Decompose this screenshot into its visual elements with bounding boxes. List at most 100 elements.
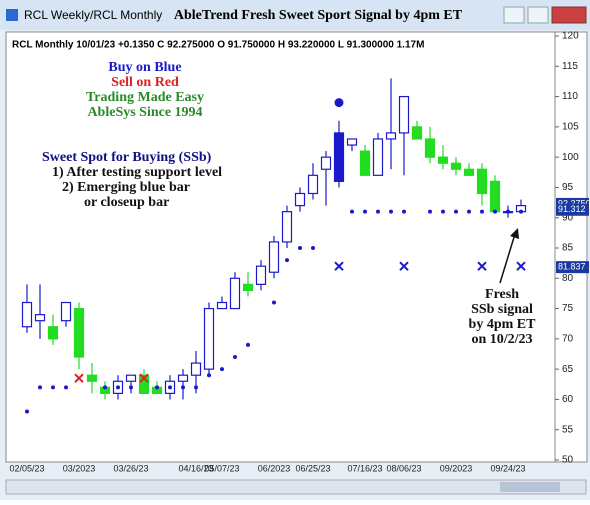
candle-body [203, 307, 215, 370]
support-dot [311, 246, 315, 250]
y-tick-label: 60 [562, 394, 574, 405]
x-marker [516, 261, 526, 271]
candle-body [60, 301, 72, 322]
support-dot [64, 385, 68, 390]
callout-arrow [499, 233, 516, 284]
callout: Fresh [485, 287, 519, 302]
support-dot [25, 409, 29, 414]
support-dot [298, 246, 302, 250]
candle-body [229, 277, 241, 310]
candle-body [385, 132, 397, 140]
candle-body [320, 156, 332, 170]
support-dot [220, 367, 224, 372]
annotation: Buy on Blue [108, 60, 181, 75]
candle-body [255, 265, 267, 285]
support-dot [376, 209, 380, 214]
support-dot [181, 385, 185, 390]
x-tick-label: 02/05/23 [9, 463, 44, 473]
quote-info: RCL Monthly 10/01/23 +0.1350 C 92.275000… [12, 40, 424, 51]
support-dot [38, 385, 42, 390]
annotation: Trading Made Easy [86, 90, 204, 105]
support-dot [103, 385, 107, 390]
window-title: AbleTrend Fresh Sweet Sport Signal by 4p… [174, 8, 463, 23]
annotation: or closeup bar [84, 195, 169, 210]
annotation: 2) Emerging blue bar [62, 180, 190, 195]
y-tick-label: 70 [562, 333, 574, 344]
support-dot [285, 258, 289, 263]
y-tick-label: 65 [562, 364, 574, 375]
candle-body [21, 301, 33, 328]
x-tick-label: 09/2023 [440, 463, 473, 473]
minimize-button[interactable] [503, 6, 525, 24]
scrollbar[interactable] [5, 479, 587, 495]
candle-body [138, 374, 150, 394]
candle-body [86, 374, 98, 382]
x-marker [477, 261, 487, 271]
support-dot [493, 209, 497, 214]
candle-body [489, 180, 501, 213]
annotation: 1) After testing support level [52, 165, 222, 180]
candle-body [411, 126, 423, 140]
support-dot [207, 373, 211, 378]
candle-body [34, 314, 46, 322]
y-tick-label: 110 [562, 91, 578, 102]
annotation: Sell on Red [111, 75, 179, 90]
candle-body [281, 211, 293, 243]
y-tick-label: 80 [562, 273, 574, 284]
candle-body [125, 374, 137, 382]
x-tick-label: 06/2023 [258, 463, 291, 473]
candle-body [307, 174, 319, 195]
support-dot [402, 209, 406, 214]
support-dot [116, 385, 120, 390]
candle-body [437, 156, 449, 164]
tab-label[interactable]: RCL Weekly/RCL Monthly [24, 8, 162, 22]
candle-body [398, 95, 410, 134]
x-tick-label: 08/06/23 [386, 463, 421, 473]
x-tick-label: 09/24/23 [490, 463, 525, 473]
y-tick-label: 100 [562, 152, 579, 163]
y-tick-label: 95 [562, 182, 574, 193]
close-button[interactable] [551, 6, 587, 24]
candle-body [450, 162, 462, 170]
y-tick-label: 50 [562, 455, 574, 466]
app-icon [6, 9, 18, 21]
maximize-button[interactable] [527, 6, 549, 24]
support-dot [51, 385, 55, 390]
candle-body [47, 326, 59, 340]
y-tick-label: 90 [562, 212, 574, 223]
annotation: AbleSys Since 1994 [87, 105, 202, 120]
support-dot [129, 385, 133, 390]
y-tick-label: 75 [562, 303, 574, 314]
candle-body [424, 138, 436, 158]
title-bar [0, 0, 590, 30]
price-axis [554, 31, 588, 463]
x-tick-label: 06/25/23 [295, 463, 330, 473]
support-dot [272, 300, 276, 305]
annotation: Sweet Spot for Buying (SSb) [42, 150, 212, 165]
x-tick-label: 05/07/23 [204, 463, 239, 473]
candle-body [333, 132, 345, 182]
price-tag [556, 203, 589, 216]
x-marker [74, 373, 84, 383]
candle-body [463, 168, 475, 176]
candle-body [242, 283, 254, 292]
candle-body [216, 301, 228, 310]
support-dot [480, 209, 484, 214]
support-dot [467, 209, 471, 214]
y-tick-label: 105 [562, 121, 579, 132]
y-tick-label: 120 [562, 31, 579, 42]
scroll-thumb[interactable] [500, 482, 560, 492]
support-dot [194, 385, 198, 390]
y-tick-label: 85 [562, 243, 574, 254]
support-dot [428, 209, 432, 214]
arrow-head [510, 228, 519, 239]
x-tick-label: 03/26/23 [113, 463, 148, 473]
callout: SSb signal [471, 302, 533, 317]
plot-area [5, 31, 556, 463]
callout: on 10/2/23 [471, 332, 532, 347]
x-tick-label: 04/16/23 [178, 463, 213, 473]
y-tick-label: 115 [562, 61, 578, 72]
support-dot [363, 209, 367, 214]
support-dot [454, 209, 458, 214]
